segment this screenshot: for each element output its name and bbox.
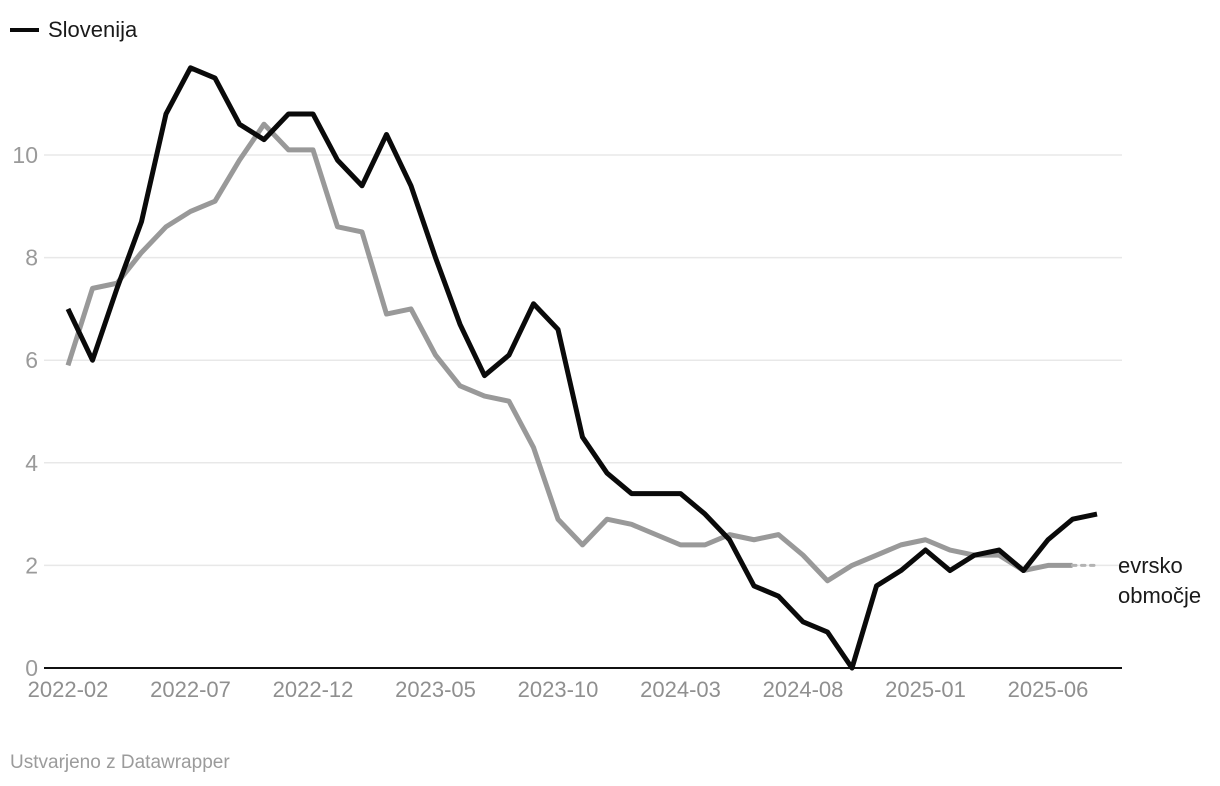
legend-label-slovenija: Slovenija — [48, 17, 138, 42]
x-tick-label: 2023-10 — [518, 677, 599, 702]
series-label-line-2: območje — [1118, 583, 1202, 608]
attribution-text: Ustvarjeno z Datawrapper — [10, 752, 230, 773]
x-tick-label: 2023-05 — [395, 677, 476, 702]
legend-line-swatch — [10, 28, 39, 32]
x-tick-label: 2022-02 — [28, 677, 109, 702]
x-tick-label: 2024-08 — [763, 677, 844, 702]
legend: Slovenija — [10, 17, 137, 43]
y-tick-label: 2 — [25, 552, 38, 578]
y-tick-label: 0 — [25, 655, 38, 681]
x-tick-label: 2024-03 — [640, 677, 721, 702]
line-chart: 0 2 4 6 8 10 2022-02 2022-07 2022-12 2023-05 2023-… — [12, 65, 1122, 702]
x-tick-label: 2025-01 — [885, 677, 966, 702]
series-line-evrsko-obmocje — [65, 121, 1073, 584]
series-line-slovenija — [65, 65, 1098, 671]
x-tick-label: 2022-07 — [150, 677, 231, 702]
x-tick-label: 2025-06 — [1008, 677, 1089, 702]
series-label-line-1: evrsko — [1118, 553, 1183, 578]
y-tick-label: 8 — [25, 245, 38, 271]
y-tick-label: 4 — [25, 450, 38, 476]
y-tick-label: 6 — [25, 347, 38, 373]
y-tick-label: 10 — [12, 142, 38, 168]
x-tick-label: 2022-12 — [273, 677, 354, 702]
series-label-evrsko-obmocje: evrsko območje — [1118, 551, 1201, 611]
